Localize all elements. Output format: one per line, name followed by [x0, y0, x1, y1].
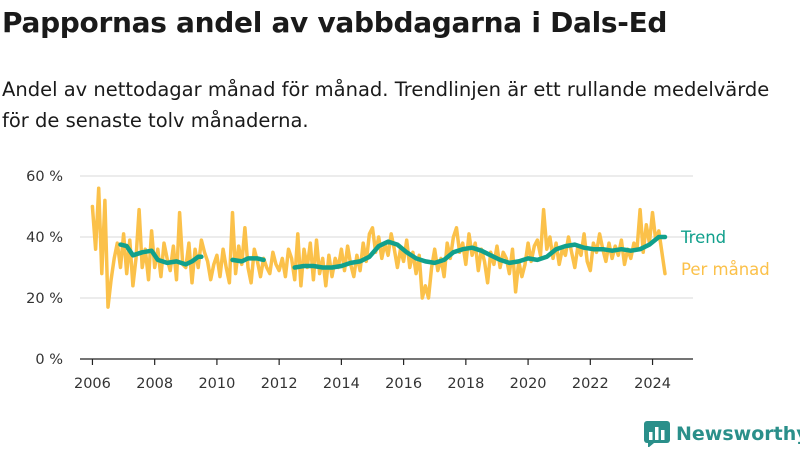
- y-tick-label: 20 %: [26, 291, 63, 307]
- plot-area: [90, 186, 668, 309]
- series-labels: Trend Per månad: [680, 228, 770, 279]
- x-tick-label: 2008: [136, 376, 173, 392]
- x-tick-label: 2010: [198, 376, 235, 392]
- bar-chart-icon: [644, 421, 670, 447]
- chart-subtitle: Andel av nettodagar månad för månad. Tre…: [2, 78, 770, 132]
- series-label-per-m-nad: Per månad: [681, 260, 770, 279]
- x-tick-label: 2024: [634, 376, 671, 392]
- series-line-trend-2: [292, 234, 668, 270]
- x-tick-label: 2006: [74, 376, 111, 392]
- x-tick-label: 2012: [261, 376, 298, 392]
- x-tick-label: 2020: [510, 376, 547, 392]
- x-axis: 2006 2008 2010 2012 2014 2016 2018 2020 2022 2024: [74, 358, 693, 392]
- x-tick-label: 2016: [385, 376, 422, 392]
- x-tick-label: 2014: [323, 376, 360, 392]
- y-tick-label: 40 %: [26, 230, 63, 246]
- chart-title: Pappornas andel av vabbdagarna i Dals-Ed: [2, 6, 668, 39]
- newsworthy-logo: Newsworthy: [644, 420, 800, 448]
- series-line-trend-0: [118, 242, 204, 267]
- logo-text: Newsworthy: [676, 423, 800, 445]
- series-label-trend: Trend: [680, 228, 726, 247]
- series-line-per-manad: [90, 186, 667, 309]
- y-axis: 0 % 20 % 40 % 60 %: [26, 169, 63, 368]
- series-line-trend-1: [230, 256, 266, 264]
- x-tick-label: 2018: [447, 376, 484, 392]
- y-tick-label: 0 %: [35, 352, 63, 368]
- y-tick-label: 60 %: [26, 169, 63, 185]
- x-tick-label: 2022: [572, 376, 609, 392]
